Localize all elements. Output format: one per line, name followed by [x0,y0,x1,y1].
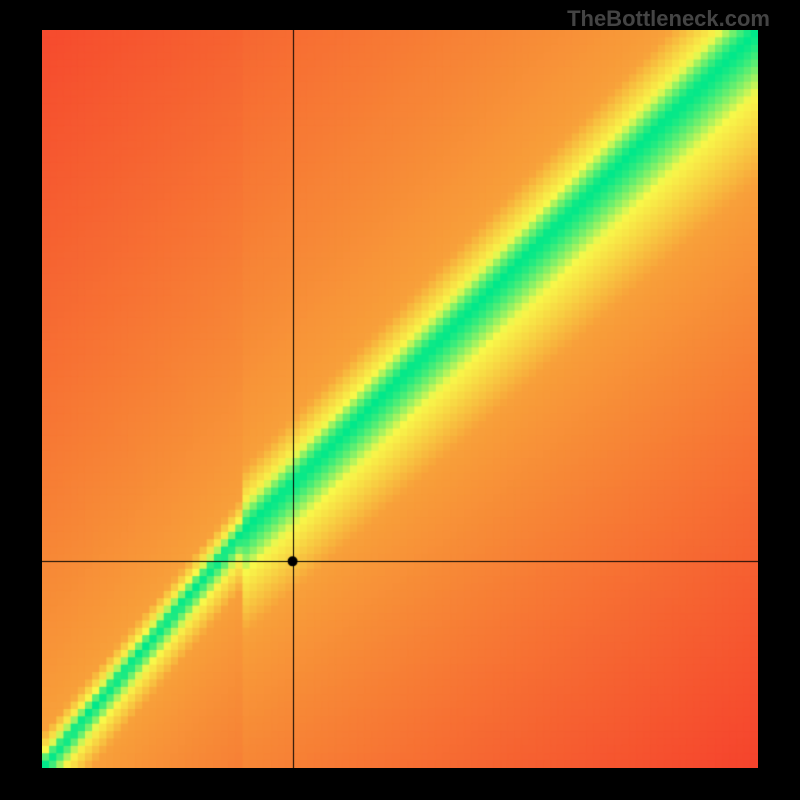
watermark-text: TheBottleneck.com [567,6,770,32]
heatmap-canvas [42,30,758,768]
bottleneck-heatmap [42,30,758,768]
